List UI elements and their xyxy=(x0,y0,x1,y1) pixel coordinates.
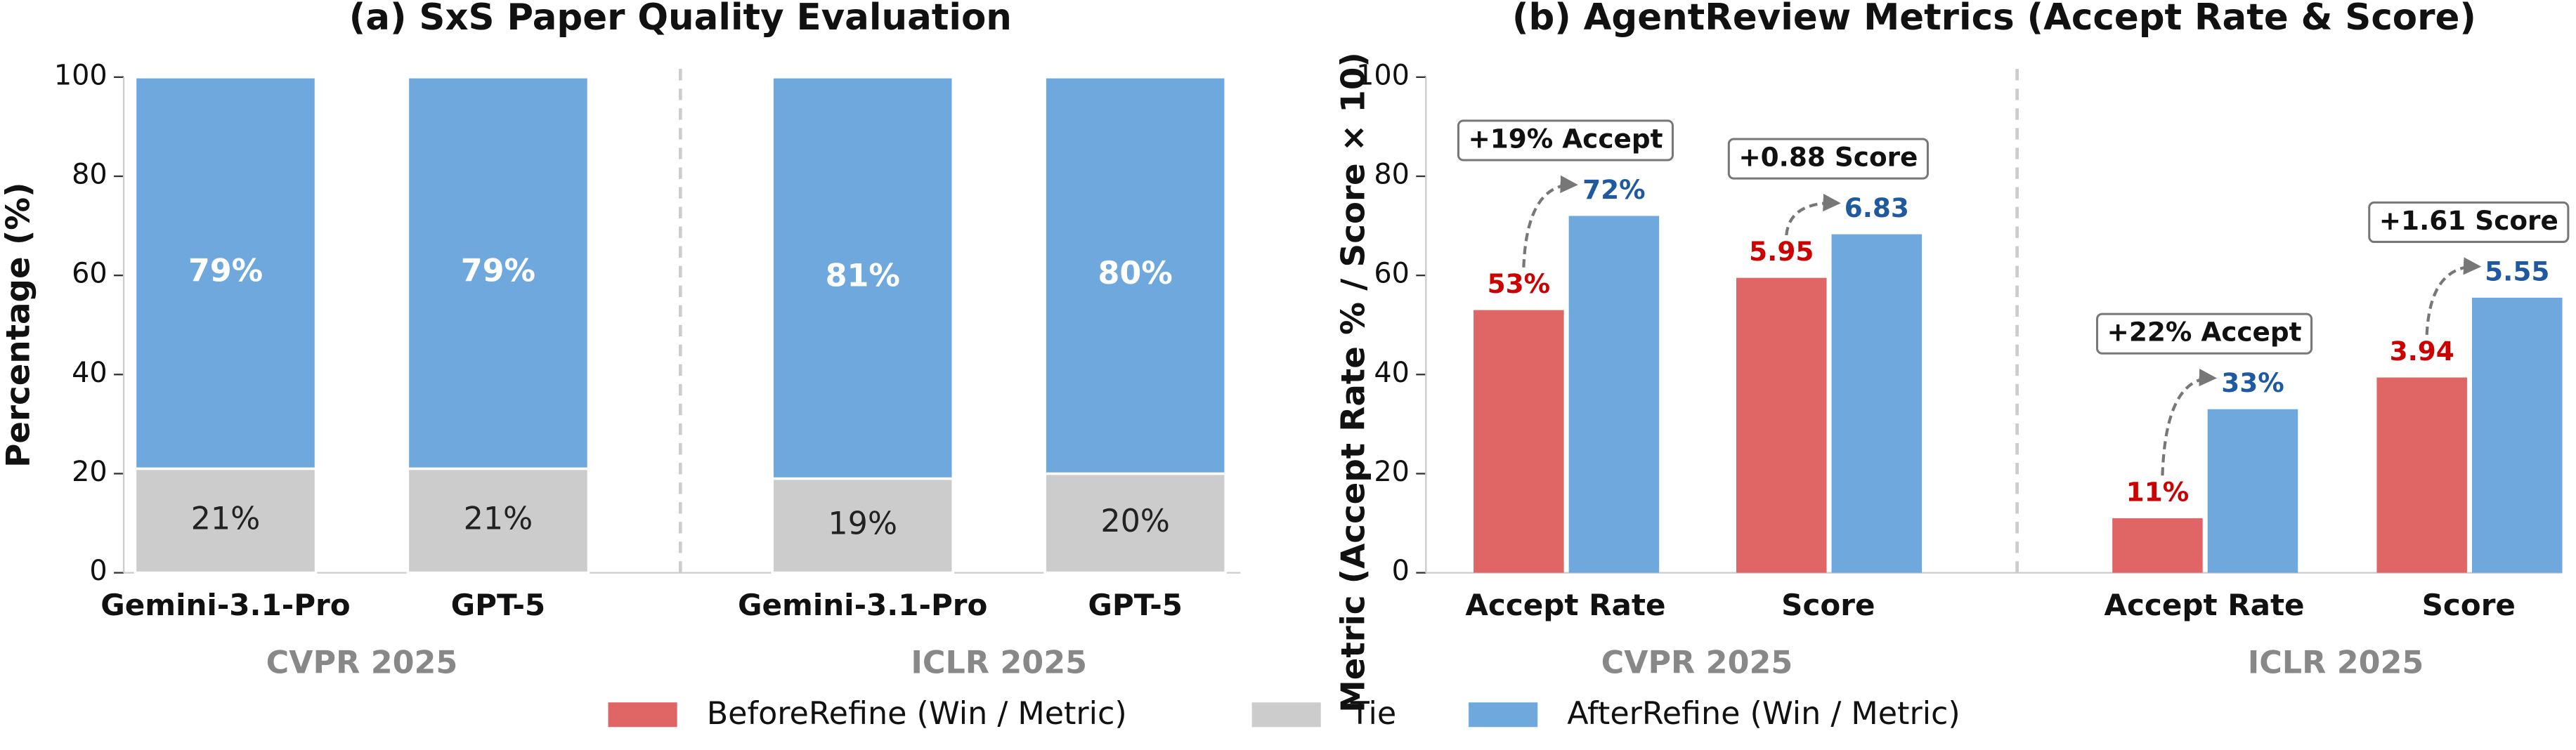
x-tick-label: Gemini-3.1-Pro xyxy=(100,588,350,622)
y-axis-label: Metric (Accept Rate % / Score × 10) xyxy=(1334,52,1372,713)
group-label: CVPR 2025 xyxy=(266,645,458,680)
bar xyxy=(1568,216,1660,573)
y-tick-label: 40 xyxy=(1374,357,1410,389)
value-label: 5.55 xyxy=(2485,256,2549,287)
value-label: 72% xyxy=(1582,174,1645,205)
annotation-arrow xyxy=(1785,193,1841,236)
annotation: +1.61 Score xyxy=(2368,201,2570,243)
annotation-text: +0.88 Score xyxy=(1738,142,1918,173)
value-label: 3.94 xyxy=(2390,336,2454,367)
value-label: 6.83 xyxy=(1845,192,1909,223)
annotation: +19% Accept xyxy=(1457,119,1674,162)
annotation-arrow xyxy=(2425,257,2482,335)
x-tick-label: Gemini-3.1-Pro xyxy=(738,588,987,622)
value-label: 19% xyxy=(828,506,897,542)
x-tick-label: Score xyxy=(1781,588,1875,622)
y-axis-label: Percentage (%) xyxy=(0,183,37,468)
bar-segment xyxy=(1043,76,1227,475)
annotation-arrow xyxy=(2161,369,2217,476)
legend-swatch xyxy=(608,702,677,728)
value-label: 20% xyxy=(1100,504,1170,539)
annotation-box xyxy=(2368,201,2570,243)
y-tick-label: 20 xyxy=(1374,456,1410,488)
legend-label: BeforeRefine (Win / Metric) xyxy=(707,696,1127,732)
group-label: ICLR 2025 xyxy=(2248,645,2424,680)
bar xyxy=(2112,518,2203,573)
annotation-box xyxy=(1457,119,1674,162)
group-label: CVPR 2025 xyxy=(1601,645,1793,680)
annotation-text: +19% Accept xyxy=(1468,123,1663,154)
value-label: 80% xyxy=(1098,256,1173,291)
y-tick-label: 100 xyxy=(1356,59,1410,91)
bar xyxy=(2376,377,2467,573)
bar xyxy=(1831,234,1923,573)
x-tick-label: Accept Rate xyxy=(2104,588,2304,622)
x-tick-label: Score xyxy=(2422,588,2516,622)
annotation-arrow xyxy=(1522,175,1578,268)
chart-title: (b) AgentReview Metrics (Accept Rate & S… xyxy=(1512,0,2476,39)
x-tick-label: Accept Rate xyxy=(1465,588,1665,622)
y-tick-label: 0 xyxy=(1392,555,1410,587)
legend-swatch xyxy=(1251,702,1321,728)
y-tick-label: 100 xyxy=(54,59,108,91)
value-label: 81% xyxy=(826,258,900,294)
bar xyxy=(1474,310,1564,573)
group-label: ICLR 2025 xyxy=(911,645,1087,680)
y-tick-label: 80 xyxy=(72,158,108,190)
annotation-box xyxy=(2095,312,2313,355)
legend-swatch xyxy=(1469,702,1538,728)
y-tick-label: 60 xyxy=(72,258,108,290)
bar-segment xyxy=(134,76,318,471)
bar-segment xyxy=(406,467,590,574)
x-tick-label: GPT-5 xyxy=(1088,588,1183,622)
legend-label: AfterRefine (Win / Metric) xyxy=(1567,696,1960,732)
value-label: 21% xyxy=(464,501,533,537)
bar xyxy=(1736,277,1827,573)
bar-segment xyxy=(771,76,955,480)
legend-label: Tie xyxy=(1350,696,1396,732)
value-label: 53% xyxy=(1488,268,1550,299)
annotation-box xyxy=(1727,138,1929,180)
value-label: 79% xyxy=(461,254,535,289)
y-tick-label: 20 xyxy=(72,456,108,488)
chart-title: (a) SxS Paper Quality Evaluation xyxy=(349,0,1012,39)
annotation-text: +1.61 Score xyxy=(2379,205,2558,236)
bar-segment xyxy=(406,76,590,471)
bar xyxy=(2207,409,2298,573)
y-tick-label: 80 xyxy=(1374,158,1410,190)
bar-segment xyxy=(771,477,955,574)
y-tick-label: 40 xyxy=(72,357,108,389)
annotation: +0.88 Score xyxy=(1727,138,1929,180)
value-label: 5.95 xyxy=(1749,236,1814,267)
bar-segment xyxy=(1043,472,1227,574)
value-label: 21% xyxy=(191,501,261,537)
annotation: +22% Accept xyxy=(2095,312,2313,355)
bar xyxy=(2471,297,2563,573)
y-tick-label: 0 xyxy=(89,555,107,587)
value-label: 79% xyxy=(188,254,263,289)
value-label: 33% xyxy=(2221,367,2284,398)
value-label: 11% xyxy=(2126,476,2189,507)
y-tick-label: 60 xyxy=(1374,258,1410,290)
annotation-text: +22% Accept xyxy=(2107,317,2302,348)
x-tick-label: GPT-5 xyxy=(451,588,546,622)
